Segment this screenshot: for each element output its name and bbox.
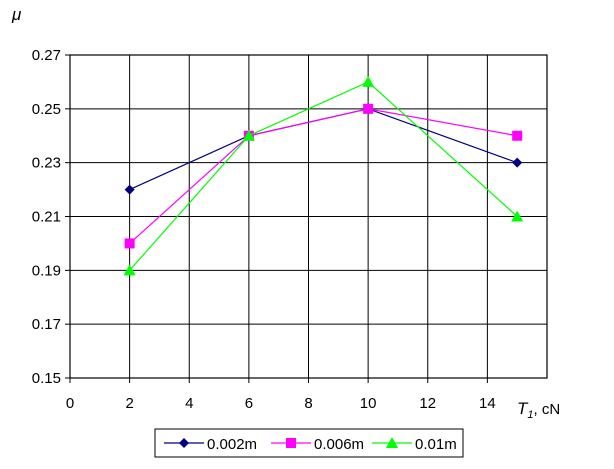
data-point [511,210,524,222]
y-tick-label: 0.23 [32,155,61,172]
x-tick-label: 12 [419,395,436,412]
plot-area [69,54,548,379]
legend-entry: 0.006m [271,436,364,453]
y-tick-label: 0.27 [32,47,61,64]
data-point [363,103,374,114]
x-tick-label: 10 [360,395,377,412]
x-axis-subscript: 1 [527,409,533,421]
data-point [123,264,136,276]
x-tick-label: 4 [185,395,193,412]
y-axis-label: μ [11,5,22,24]
x-axis-label: T1, cN [517,399,560,421]
legend-entry: 0.01m [372,436,457,453]
legend-label: 0.002m [207,436,257,453]
x-tick-labels: 0 2 4 6 8 10 12 14 [66,395,496,412]
data-point [124,184,135,195]
x-tick-label: 8 [304,395,312,412]
legend-label: 0.006m [314,436,364,453]
grid [65,54,547,383]
y-tick-label: 0.17 [32,316,61,333]
x-tick-label: 2 [125,395,133,412]
data-point [242,129,255,141]
data-point [512,130,523,141]
y-tick-labels: 0.15 0.17 0.19 0.21 0.23 0.25 0.27 [32,47,61,387]
data-point [362,75,375,87]
x-axis-unit: , cN [534,401,561,418]
legend-entry: 0.002m [164,436,257,453]
series-0.01m [123,75,524,276]
series-0.006m [124,103,523,249]
series [123,75,524,276]
x-tick-label: 6 [245,395,253,412]
y-tick-label: 0.21 [32,209,61,226]
data-point [512,157,523,168]
legend-marker [386,437,398,448]
y-tick-label: 0.25 [32,101,61,118]
x-tick-label: 0 [66,395,74,412]
data-point [124,238,135,249]
y-tick-label: 0.15 [32,370,61,387]
series-line [129,108,518,191]
legend: 0.002m 0.006m 0.01m [164,436,457,453]
legend-marker [179,438,189,448]
x-axis-symbol: T [517,399,529,418]
legend-marker [286,438,296,448]
legend-label: 0.01m [415,436,457,453]
series-line [129,81,518,271]
x-tick-label: 14 [479,395,496,412]
y-tick-label: 0.19 [32,262,61,279]
series-line [129,108,518,244]
series-0.002m [124,103,523,195]
